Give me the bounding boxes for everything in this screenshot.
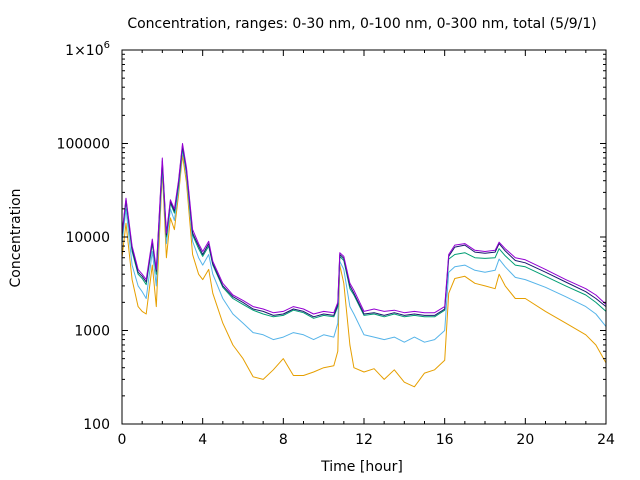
x-tick-label: 0	[118, 432, 127, 448]
series-line-lightblue	[121, 149, 607, 343]
series-line-purple	[121, 143, 607, 315]
ticks-layer: 0 4 8 12 16 20 24 100 1000 10000 100000 1×106	[57, 40, 615, 448]
y-tick-label-text: 100	[83, 417, 110, 433]
x-tick-label: 16	[436, 432, 454, 448]
series-layer	[121, 143, 607, 388]
x-tick-label: 4	[198, 432, 207, 448]
series-line-navy	[121, 145, 607, 318]
y-tick-label: 100	[83, 417, 110, 433]
y-axis-label: Concentration	[8, 188, 24, 287]
x-axis-label: Time [hour]	[320, 459, 403, 475]
y-tick-label: 1000	[74, 324, 110, 340]
y-tick-label-text: 100000	[57, 137, 110, 153]
x-tick-label: 12	[355, 432, 373, 448]
y-tick-label: 1×106	[65, 40, 110, 59]
series-line-orange	[121, 154, 607, 388]
y-tick-label-text: 1000	[74, 324, 110, 340]
y-tick-label-exponent: 6	[104, 40, 110, 51]
x-tick-label: 24	[597, 432, 615, 448]
chart-title: Concentration, ranges: 0-30 nm, 0-100 nm…	[127, 16, 596, 32]
y-tick-label-text: 10000	[65, 230, 110, 246]
y-tick-label-text: 1×10	[65, 43, 103, 59]
y-tick-label: 100000	[57, 137, 110, 153]
y-tick-label: 10000	[65, 230, 110, 246]
x-tick-label: 20	[516, 432, 534, 448]
plot-frame	[121, 49, 607, 425]
x-tick-label: 8	[279, 432, 288, 448]
